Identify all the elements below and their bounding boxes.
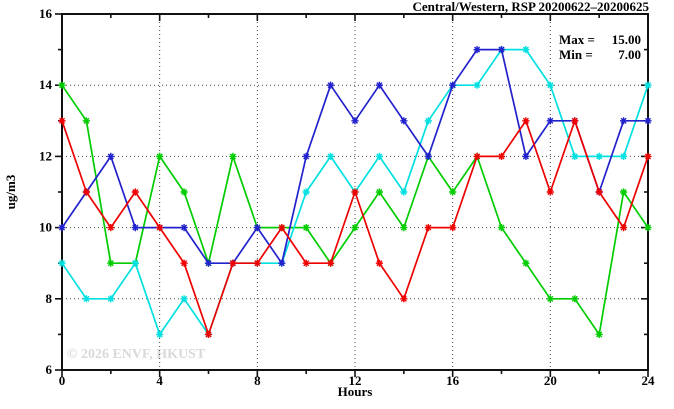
x-axis-label: Hours	[338, 384, 373, 399]
y-tick-label: 10	[39, 220, 52, 235]
x-tick-label: 12	[349, 373, 362, 388]
y-tick-label: 6	[46, 362, 53, 377]
y-tick-label: 14	[39, 77, 53, 92]
x-tick-label: 0	[59, 373, 66, 388]
y-tick-label: 8	[46, 291, 53, 306]
max-stat-label: Max =	[559, 32, 595, 47]
y-tick-label: 16	[39, 6, 53, 21]
max-stat-value: 15.00	[612, 32, 641, 47]
min-stat-value: 7.00	[618, 47, 641, 62]
x-tick-label: 20	[544, 373, 557, 388]
y-tick-label: 12	[39, 148, 52, 163]
min-stat-label: Min =	[559, 47, 593, 62]
x-tick-label: 16	[446, 373, 460, 388]
x-tick-label: 4	[156, 373, 163, 388]
x-tick-label: 8	[254, 373, 261, 388]
y-axis-label: ug/m3	[3, 174, 18, 209]
x-tick-label: 24	[642, 373, 656, 388]
series-red-markers	[58, 117, 652, 338]
plot-area: 0 4 8 12 16 20 24 6 8 10 12 14 16	[39, 6, 655, 388]
chart-title: Central/Western, RSP 20200622–20200625	[412, 0, 649, 14]
watermark: © 2026 ENVF, HKUST	[67, 347, 206, 362]
